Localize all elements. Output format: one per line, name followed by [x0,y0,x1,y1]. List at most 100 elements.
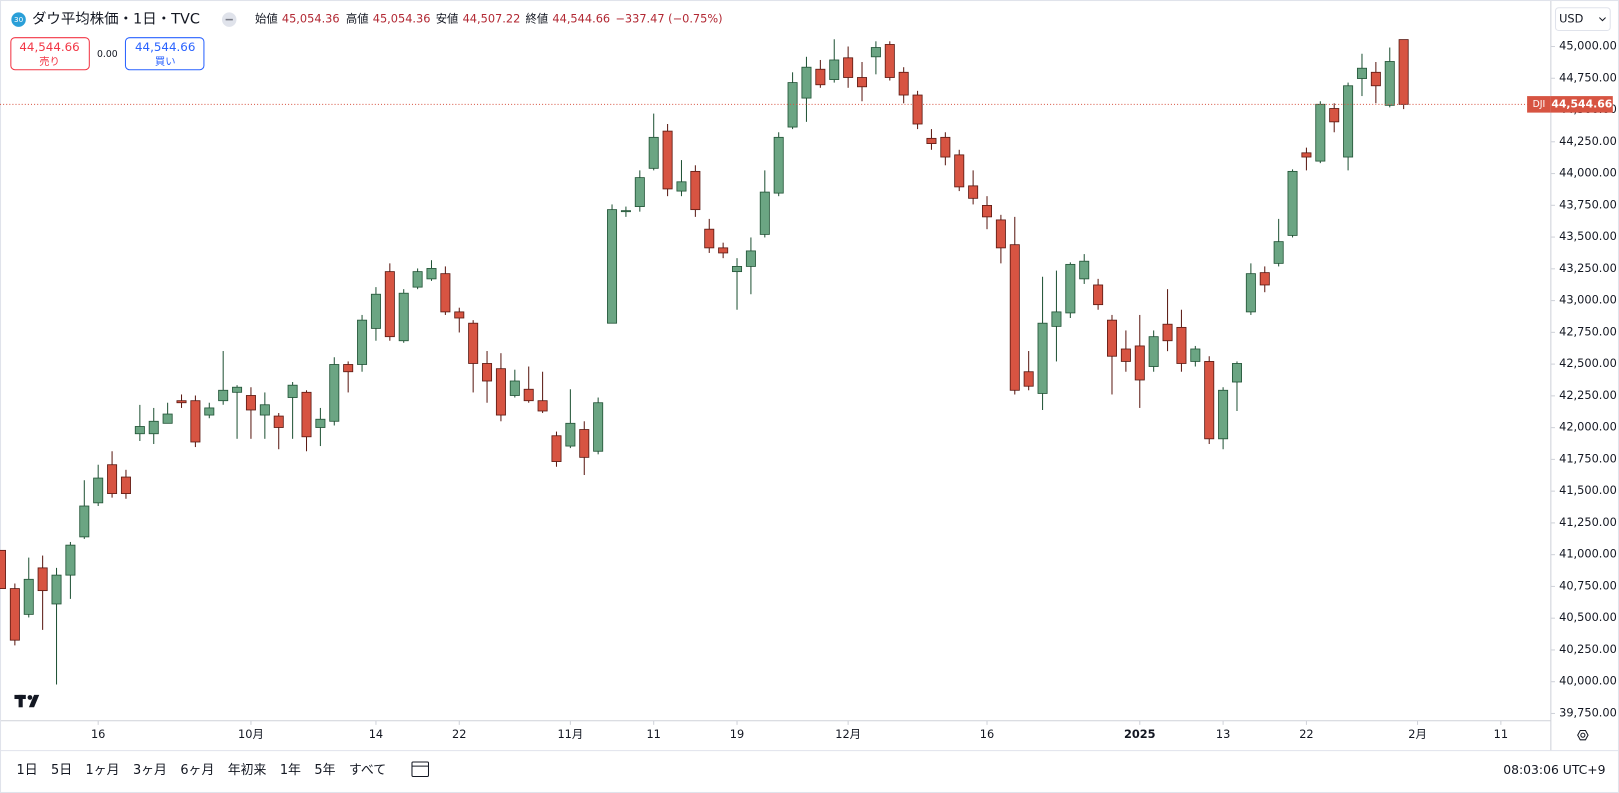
range-button[interactable]: 6ヶ月 [180,763,214,778]
range-button[interactable]: 3ヶ月 [133,763,167,778]
candle-body [1009,244,1020,391]
ohlc-label: 安値 [436,12,459,26]
candle-body [1176,326,1187,364]
symbol-badge [11,12,26,27]
candle-body [37,567,48,592]
candle-body [620,210,631,213]
candle-body [301,391,312,438]
y-tick-label: 40,750.00 [1559,578,1617,592]
tv-logo [14,694,40,708]
x-tick-label: 12月 [835,727,861,741]
candle-body [79,505,90,538]
candle-body [343,364,354,373]
x-tick-label: 16 [91,727,105,741]
plot [0,39,1551,685]
candle-body [1148,336,1159,367]
candle-body [1231,363,1242,383]
logo-part [28,694,40,708]
ohlc-value: 45,054.36 [282,12,340,26]
currency: USD [1559,12,1584,26]
candle-body [1398,39,1409,105]
y-tick-label: 42,000.00 [1559,420,1617,434]
x-tick-label: 22 [452,727,466,741]
candle-body [204,407,215,416]
candle-body [551,435,562,462]
candle-body [648,136,659,169]
change: −337.47 (−0.75%) [615,12,722,26]
candle-body [898,71,909,96]
candle-body [690,170,701,211]
candle-body [718,247,729,254]
candle-body [1120,348,1131,362]
candle-body [1107,319,1117,357]
range-button[interactable]: 5日 [51,763,72,778]
candle-body [148,420,159,435]
candle-body [1190,348,1201,362]
calendar-icon[interactable] [411,761,430,777]
candle-body [398,292,409,342]
settings-icon[interactable] [1577,730,1589,741]
range-button[interactable]: 1ヶ月 [86,763,120,778]
y-tick-label: 43,000.00 [1559,293,1617,307]
candle-body [426,268,437,280]
candle-body [1051,311,1062,327]
buy-label: 買い [155,56,176,68]
symbol-title[interactable]: ダウ平均株価・1日・TVC [32,11,200,28]
candle-body [1273,241,1284,264]
candle-body [357,319,368,365]
y-tick-label: 40,000.00 [1559,674,1617,688]
ohlc-value: 44,544.66 [552,12,610,26]
x-tick-label: 2025 [1124,727,1156,741]
sell-button[interactable] [10,37,90,71]
candle-body [1329,108,1340,123]
candle-body [968,185,979,199]
currency-button[interactable] [1554,7,1611,31]
range-button[interactable]: 1日 [17,763,38,778]
range-button[interactable]: すべて [349,763,386,778]
calendar-frame [411,761,430,777]
ohlc-value: 45,054.36 [373,12,431,26]
candle-body [843,57,854,78]
y-tick-label: 43,500.00 [1559,229,1617,243]
candle-body [773,136,784,194]
candle-body [579,429,590,458]
ohlc-label: 高値 [346,12,369,26]
candle-body [370,293,381,329]
gear [1577,730,1589,741]
clock: 08:03:06 UTC+9 [1503,762,1605,777]
range-button[interactable]: 1年 [280,763,301,778]
x-tick-label: 11月 [557,727,583,741]
y-tick-label: 41,750.00 [1559,451,1617,465]
candle-body [607,209,618,324]
candle-body [273,415,284,428]
range-button[interactable]: 年初来 [228,763,267,778]
candle-body [857,77,868,88]
candle-body [1204,361,1215,440]
x-tick-label: 16 [980,727,994,741]
candle-body [412,271,423,288]
candle-body [162,413,173,424]
y-tick-label: 44,000.00 [1559,166,1617,180]
symbol-badge-text: 30 [14,15,24,24]
candle-body [1134,345,1145,381]
x-tick-label: 22 [1299,727,1313,741]
candle-body [926,137,937,144]
y-tick-label: 43,750.00 [1559,197,1617,211]
y-tick-label: 44,250.00 [1559,134,1617,148]
candle-body [1259,272,1270,286]
y-tick-label: 39,750.00 [1559,705,1617,719]
candle-body [537,400,548,412]
buy-button[interactable] [124,37,205,71]
ohlc-label: 始値 [255,12,278,26]
y-tick-label: 42,500.00 [1559,356,1617,370]
range-button[interactable]: 5年 [314,763,335,778]
y-tick-label: 41,500.00 [1559,483,1617,497]
candle-body [1245,273,1256,313]
y-tick-label: 45,000.00 [1559,39,1617,53]
candle-body [676,181,687,192]
x-tick-label: 19 [730,727,744,741]
candle-body [745,250,756,267]
candle-body [732,266,743,273]
